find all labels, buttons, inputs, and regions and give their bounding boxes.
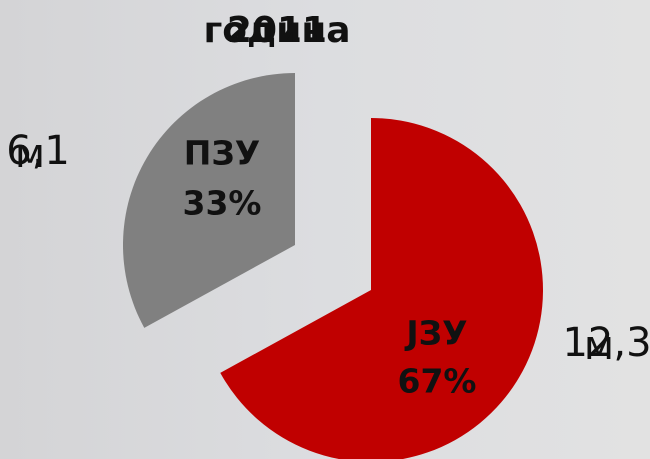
chart-title: 2011 bbox=[227, 10, 327, 51]
slice-value: 67% bbox=[398, 362, 477, 401]
amount-label: 12,3 bbox=[562, 320, 650, 366]
chart-subtitle: година bbox=[203, 10, 350, 51]
pie-slice bbox=[220, 118, 543, 459]
unit-label: м bbox=[584, 323, 614, 369]
pie-slice bbox=[123, 73, 296, 328]
slice-category: ЈЗУ bbox=[404, 314, 467, 353]
slice-category: ПЗУ bbox=[184, 134, 261, 173]
amount-label: 6,1 bbox=[6, 128, 70, 174]
slice-value: 33% bbox=[183, 184, 262, 223]
unit-label: м bbox=[15, 131, 45, 177]
